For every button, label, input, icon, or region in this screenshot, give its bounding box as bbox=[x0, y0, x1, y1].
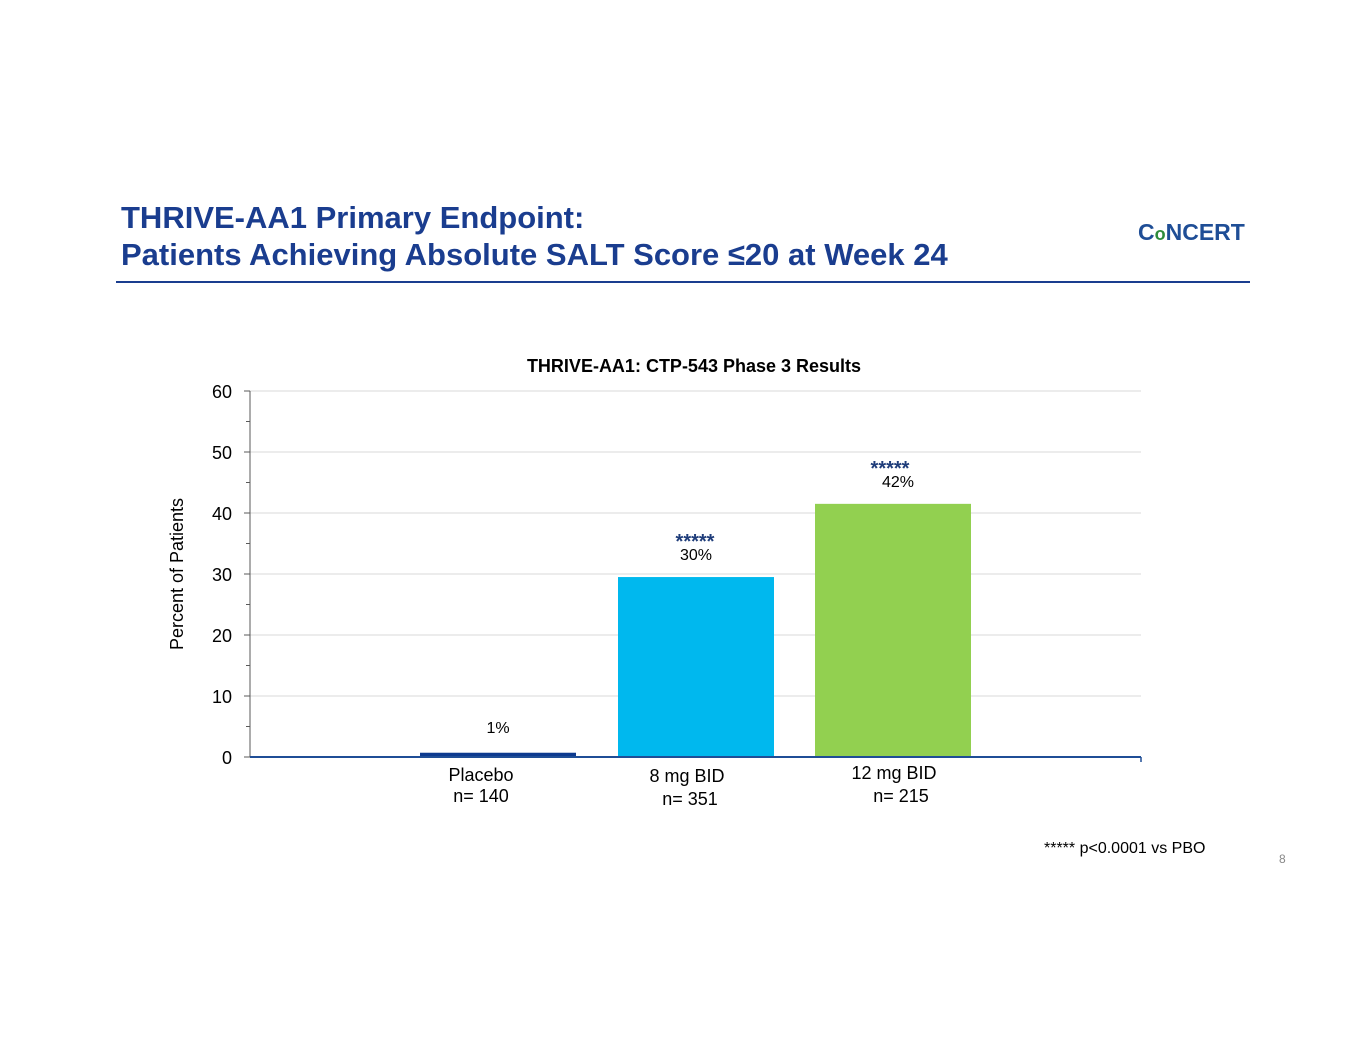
slide-title-line1: THRIVE-AA1 Primary Endpoint: bbox=[121, 200, 585, 235]
significance-marker: ***** bbox=[871, 458, 910, 480]
y-tick-label: 30 bbox=[212, 565, 232, 585]
x-tick-label: Placebo bbox=[448, 765, 513, 785]
data-label: 42% bbox=[882, 474, 914, 491]
slide-title: THRIVE-AA1 Primary Endpoint: Patients Ac… bbox=[121, 199, 948, 273]
x-tick-label: 12 mg BID bbox=[851, 763, 936, 783]
page-number: 8 bbox=[1279, 852, 1286, 866]
bar-1 bbox=[420, 752, 576, 757]
x-tick-sample-size: n= 351 bbox=[662, 789, 718, 809]
y-tick-label: 20 bbox=[212, 626, 232, 646]
significance-marker: ***** bbox=[676, 531, 715, 553]
y-tick-label: 60 bbox=[212, 382, 232, 402]
title-divider bbox=[116, 281, 1250, 283]
x-tick-sample-size: n= 215 bbox=[873, 786, 929, 806]
logo-rest: NCERT bbox=[1165, 219, 1245, 245]
y-tick-label: 50 bbox=[212, 443, 232, 463]
significance-footnote: ***** p<0.0001 vs PBO bbox=[1044, 840, 1206, 857]
y-tick-label: 10 bbox=[212, 687, 232, 707]
logo-o: o bbox=[1154, 224, 1166, 244]
logo-c: C bbox=[1138, 219, 1155, 245]
y-axis-label: Percent of Patients bbox=[167, 498, 187, 650]
data-label: 30% bbox=[680, 547, 712, 564]
concert-logo: CoNCERT bbox=[1138, 219, 1245, 246]
x-tick-sample-size: n= 140 bbox=[453, 786, 509, 806]
slide-title-line2: Patients Achieving Absolute SALT Score ≤… bbox=[121, 237, 948, 272]
bar-2 bbox=[618, 577, 774, 757]
x-tick-label: 8 mg BID bbox=[649, 766, 724, 786]
bar-3 bbox=[815, 503, 971, 757]
data-label: 1% bbox=[486, 720, 509, 737]
y-tick-label: 0 bbox=[222, 748, 232, 768]
chart-title: THRIVE-AA1: CTP-543 Phase 3 Results bbox=[526, 356, 862, 376]
y-tick-label: 40 bbox=[212, 504, 232, 524]
